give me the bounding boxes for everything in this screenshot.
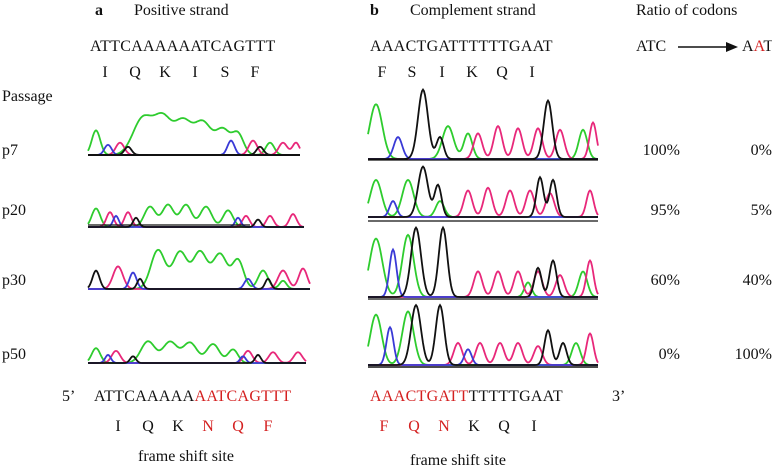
- trace-G: [368, 303, 598, 366]
- trace-T: [368, 332, 599, 366]
- aa-letter: F: [250, 64, 260, 81]
- aa-letter: Q: [498, 418, 510, 435]
- aa-letter-mutated: N: [438, 418, 450, 435]
- arrow-right-icon: [678, 42, 738, 52]
- trace-T: [368, 120, 599, 160]
- aa-letter-mutated: F: [263, 418, 273, 435]
- chromatogram-positive-p30: [87, 248, 311, 290]
- five-prime-label: 5’: [62, 388, 76, 405]
- panel-b-label: b: [370, 2, 379, 19]
- bottom-positive-sequence: ATTCAAAAAAATCAGTTT: [94, 388, 292, 405]
- passage-p50: p50: [2, 346, 26, 363]
- complement-strand-sequence: AAACTGATTTTTTGAAT: [370, 38, 553, 55]
- codon-to: AAT: [742, 38, 772, 55]
- codon-from: ATC: [636, 38, 667, 55]
- aa-letter-mutated: F: [379, 418, 389, 435]
- frame-shift-label-positive: frame shift site: [138, 448, 234, 465]
- trace-G: [88, 216, 304, 228]
- aa-letter: K: [468, 418, 480, 435]
- panel-a-label: a: [95, 2, 103, 19]
- baseline-complement-p20: [368, 220, 598, 222]
- three-prime-label: 3’: [612, 388, 626, 405]
- aa-letter: Q: [496, 64, 508, 81]
- trace-G: [368, 165, 598, 218]
- trace-T: [88, 349, 307, 364]
- aa-letter: Q: [142, 418, 154, 435]
- trace-A: [367, 310, 598, 366]
- trace-A: [367, 103, 598, 160]
- aa-letter: Q: [129, 64, 141, 81]
- frame-shift-label-complement: frame shift site: [410, 452, 506, 469]
- baseline-complement-p30: [368, 298, 598, 300]
- passage-p7: p7: [2, 142, 18, 159]
- aa-letter: I: [102, 64, 108, 81]
- trace-T: [88, 265, 311, 290]
- bottom-complement-amino-acids: F Q N K Q I: [369, 418, 549, 436]
- chromatogram-complement-p7: [367, 87, 599, 160]
- aa-letter: K: [172, 418, 184, 435]
- aa-letter: K: [159, 64, 171, 81]
- trace-G: [88, 353, 306, 364]
- chromatogram-complement-p50: [367, 303, 599, 366]
- baseline-complement-p50: [368, 366, 598, 368]
- chromatogram-positive-p20: [87, 203, 305, 228]
- aa-letter: I: [529, 64, 535, 81]
- ratio-aat-p30: 40%: [742, 272, 772, 289]
- baseline-positive-p7: [88, 154, 300, 156]
- aa-letter-mutated: N: [202, 418, 214, 435]
- trace-T: [368, 258, 599, 298]
- positive-strand-sequence: ATTCAAAAAATCAGTTT: [90, 38, 276, 55]
- ratio-aat-p20: 5%: [750, 202, 772, 219]
- trace-A: [367, 178, 598, 218]
- aa-letter: F: [377, 64, 387, 81]
- passage-p20: p20: [2, 202, 26, 219]
- aa-letter: I: [115, 418, 121, 435]
- passage-p30: p30: [2, 272, 26, 289]
- ratio-atc-p20: 95%: [650, 202, 680, 219]
- panel-b-title: Complement strand: [410, 2, 536, 19]
- panel-a-title: Positive strand: [134, 2, 229, 19]
- aa-letter-mutated: Q: [408, 418, 420, 435]
- trace-A: [87, 111, 300, 156]
- ratio-atc-p7: 100%: [642, 142, 680, 159]
- chromatogram-positive-p50: [87, 340, 307, 364]
- chromatogram-positive-p7: [87, 111, 301, 156]
- aa-letter: S: [407, 64, 417, 81]
- chromatogram-complement-p20: [367, 165, 599, 218]
- aa-letter: I: [192, 64, 198, 81]
- bottom-positive-amino-acids: I Q K N Q F: [103, 418, 283, 436]
- ratio-aat-p50: 100%: [734, 346, 772, 363]
- trace-A: [367, 233, 599, 298]
- aa-letter: I: [531, 418, 537, 435]
- aa-letter: K: [466, 64, 478, 81]
- baseline-positive-p20: [88, 224, 250, 226]
- positive-strand-amino-acids: I Q K I S F: [90, 64, 270, 82]
- chromatogram-complement-p30: [367, 225, 599, 298]
- ratio-atc-p30: 60%: [650, 272, 680, 289]
- complement-strand-amino-acids: F S I K Q I: [367, 64, 547, 82]
- ratio-aat-p7: 0%: [750, 142, 772, 159]
- bottom-complement-sequence: AAACTGATTTTTTTGAAT: [370, 388, 563, 405]
- trace-G: [368, 225, 598, 298]
- ratio-atc-p50: 0%: [658, 346, 680, 363]
- ratio-title: Ratio of codons: [636, 2, 738, 19]
- passage-label: Passage: [2, 88, 53, 105]
- baseline-complement-p7: [368, 159, 598, 161]
- trace-G: [368, 87, 598, 160]
- trace-G: [87, 269, 310, 290]
- aa-letter: I: [439, 64, 445, 81]
- aa-letter: S: [220, 64, 230, 81]
- aa-letter-mutated: Q: [232, 418, 244, 435]
